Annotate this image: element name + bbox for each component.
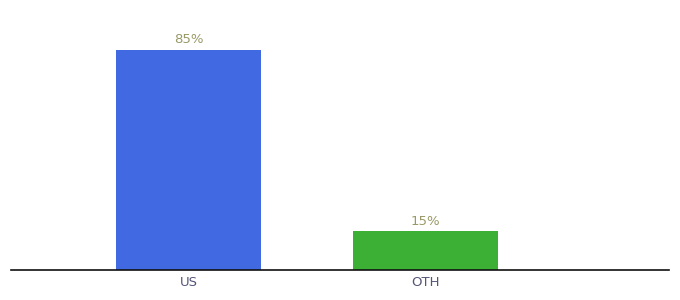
Bar	[116, 50, 261, 270]
Text: 85%: 85%	[174, 33, 203, 46]
Bar	[353, 232, 498, 270]
Text: 15%: 15%	[411, 214, 441, 228]
